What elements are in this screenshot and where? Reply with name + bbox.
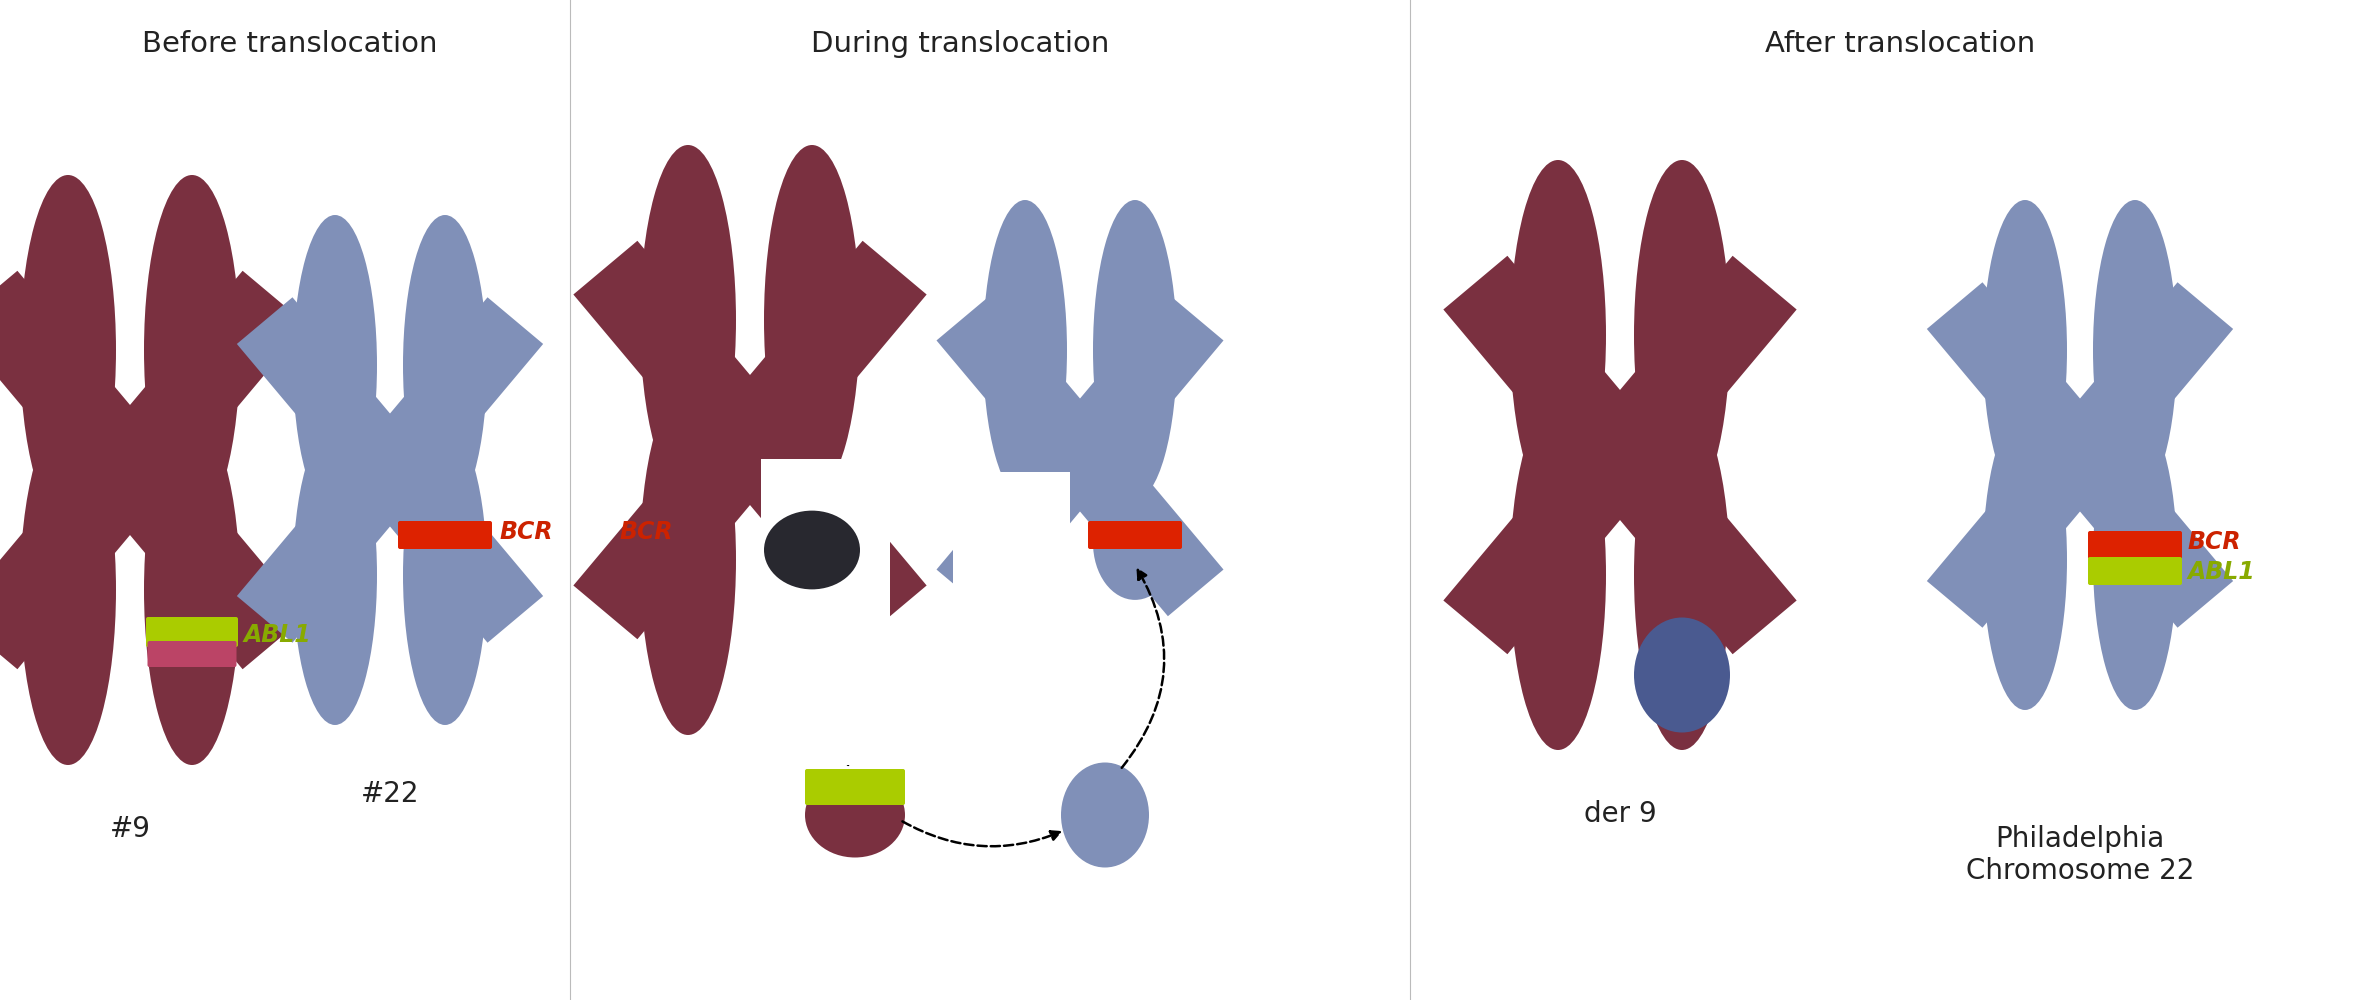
FancyBboxPatch shape <box>804 769 906 805</box>
Ellipse shape <box>1510 400 1607 750</box>
Ellipse shape <box>2094 410 2177 710</box>
Text: BCR: BCR <box>499 520 554 544</box>
Text: BCR: BCR <box>2189 530 2241 554</box>
Text: ABL1: ABL1 <box>2189 560 2255 584</box>
Ellipse shape <box>1093 486 1176 600</box>
Polygon shape <box>1926 282 2234 628</box>
Text: #9: #9 <box>109 815 151 843</box>
FancyBboxPatch shape <box>2089 557 2181 585</box>
Ellipse shape <box>764 511 859 589</box>
FancyBboxPatch shape <box>1088 521 1183 549</box>
Ellipse shape <box>144 175 239 525</box>
Ellipse shape <box>1510 160 1607 510</box>
Polygon shape <box>0 271 308 669</box>
Ellipse shape <box>1093 200 1176 500</box>
FancyBboxPatch shape <box>2089 531 2181 559</box>
Ellipse shape <box>639 385 736 735</box>
Ellipse shape <box>1635 160 1730 510</box>
Ellipse shape <box>293 425 376 725</box>
Ellipse shape <box>1635 617 1730 732</box>
Polygon shape <box>237 297 544 643</box>
Polygon shape <box>1443 256 1796 654</box>
Ellipse shape <box>639 145 736 495</box>
Ellipse shape <box>19 415 116 765</box>
Polygon shape <box>573 241 927 639</box>
Polygon shape <box>1443 256 1796 654</box>
Ellipse shape <box>144 415 239 765</box>
Text: Before translocation: Before translocation <box>142 30 438 58</box>
Polygon shape <box>953 472 1069 740</box>
Text: BCR: BCR <box>620 520 674 544</box>
Polygon shape <box>937 294 1223 616</box>
Circle shape <box>357 437 424 503</box>
Ellipse shape <box>293 215 376 515</box>
Ellipse shape <box>804 772 906 857</box>
Ellipse shape <box>764 145 859 495</box>
Ellipse shape <box>1060 762 1150 867</box>
Ellipse shape <box>982 200 1067 500</box>
Circle shape <box>712 402 788 478</box>
Text: #22: #22 <box>360 780 419 808</box>
Text: After translocation: After translocation <box>1765 30 2035 58</box>
FancyBboxPatch shape <box>147 617 239 647</box>
Polygon shape <box>237 297 544 643</box>
Text: der 9: der 9 <box>1583 800 1656 828</box>
Circle shape <box>1048 422 1112 488</box>
Polygon shape <box>1926 282 2234 628</box>
FancyBboxPatch shape <box>397 521 492 549</box>
Ellipse shape <box>402 215 487 515</box>
Polygon shape <box>937 294 1223 616</box>
Text: During translocation: During translocation <box>812 30 1110 58</box>
Circle shape <box>1583 417 1659 493</box>
Text: Philadelphia
Chromosome 22: Philadelphia Chromosome 22 <box>1966 825 2193 885</box>
Ellipse shape <box>19 175 116 525</box>
Ellipse shape <box>1983 410 2068 710</box>
Text: ABL1: ABL1 <box>244 623 312 647</box>
Polygon shape <box>762 459 890 765</box>
Polygon shape <box>573 241 927 639</box>
Polygon shape <box>0 271 308 669</box>
Circle shape <box>2047 422 2113 488</box>
Ellipse shape <box>2094 200 2177 500</box>
Circle shape <box>92 432 168 508</box>
FancyBboxPatch shape <box>147 641 237 667</box>
Ellipse shape <box>1635 400 1730 750</box>
Ellipse shape <box>402 425 487 725</box>
Ellipse shape <box>1983 200 2068 500</box>
